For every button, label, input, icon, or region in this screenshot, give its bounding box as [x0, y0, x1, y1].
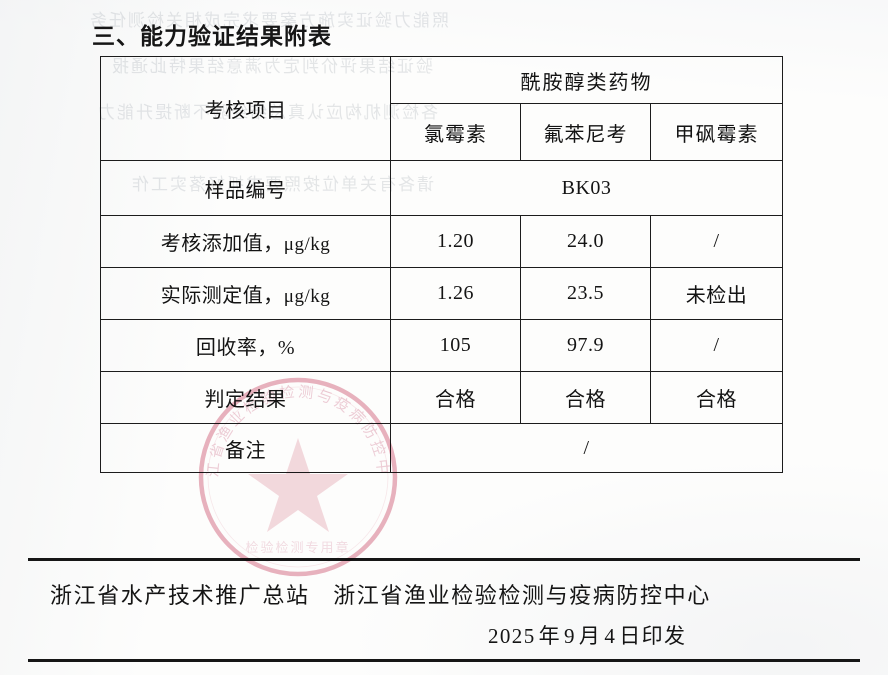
cell-spiked-2: 24.0 [520, 215, 651, 268]
row-label-remark: 备注 [100, 423, 391, 473]
footer-rule-top [28, 558, 860, 562]
row-label-text: 考核添加值， [160, 233, 284, 255]
cell-recovery-3: / [649, 319, 784, 372]
footer-date-day-unit: 日印发 [619, 624, 687, 648]
cell-recovery-1: 105 [390, 319, 521, 372]
row-label-sample-id: 样品编号 [100, 160, 391, 216]
row-label-units: μg/kg [283, 286, 331, 307]
cell-sample-id: BK03 [389, 160, 784, 216]
row-label-spiked-value: 考核添加值，μg/kg [100, 215, 391, 268]
table-row-sample-id: 样品编号 BK03 [100, 160, 784, 216]
page-title: 三、能力验证结果附表 [92, 24, 332, 50]
footer-date-year: 2025 [488, 624, 536, 648]
capability-verification-table: 考核项目 酰胺醇类药物 氯霉素 氟苯尼考 甲砜霉素 样品编号 BK03 考核添加… [100, 56, 784, 473]
table-row-spiked-value: 考核添加值，μg/kg 1.20 24.0 / [100, 215, 784, 268]
row-label-text: 实际测定值， [160, 285, 284, 307]
cell-recovery-2: 97.9 [520, 319, 651, 372]
cell-judgement-1: 合格 [390, 371, 521, 424]
row-label-recovery-rate: 回收率，% [100, 319, 391, 372]
table-row-judgement: 判定结果 合格 合格 合格 [100, 371, 784, 424]
footer-organizations: 浙江省水产技术推广总站 浙江省渔业检验检测与疫病防控中心 [50, 583, 711, 608]
cell-spiked-1: 1.20 [390, 215, 521, 268]
footer-date: 2025 年 9 月 4 日印发 [488, 620, 689, 650]
table-row-remark: 备注 / [100, 423, 784, 473]
cell-judgement-3: 合格 [649, 371, 784, 424]
header-drug-2: 氟苯尼考 [520, 103, 651, 161]
header-drug-1: 氯霉素 [390, 103, 521, 161]
row-label-units: μg/kg [283, 234, 331, 255]
header-drug-3: 甲砜霉素 [649, 103, 784, 161]
cell-judgement-2: 合格 [520, 371, 651, 424]
footer-rule-bottom [28, 659, 860, 663]
row-label-judgement: 判定结果 [100, 371, 391, 424]
table-row-measured-value: 实际测定值，μg/kg 1.26 23.5 未检出 [100, 267, 784, 320]
header-drug-group: 酰胺醇类药物 [389, 56, 784, 104]
footer-date-day: 4 [604, 624, 617, 648]
header-item-column: 考核项目 [100, 56, 391, 161]
cell-spiked-3: / [649, 215, 784, 268]
footer-date-month-unit: 月 [578, 624, 602, 648]
seal-bottom-text: 检验检测专用章 [245, 540, 350, 556]
footer-date-year-unit: 年 [538, 624, 562, 648]
table-subheader-row: 氯霉素 氟苯尼考 甲砜霉素 [101, 103, 784, 161]
cell-measured-2: 23.5 [520, 267, 651, 320]
table-row-recovery-rate: 回收率，% 105 97.9 / [100, 319, 784, 372]
row-label-measured-value: 实际测定值，μg/kg [100, 267, 391, 320]
cell-measured-1: 1.26 [390, 267, 521, 320]
footer-date-month: 9 [564, 624, 576, 648]
table-header-row: 考核项目 酰胺醇类药物 [100, 56, 784, 161]
cell-remark: / [389, 423, 784, 473]
cell-measured-3: 未检出 [649, 267, 784, 320]
